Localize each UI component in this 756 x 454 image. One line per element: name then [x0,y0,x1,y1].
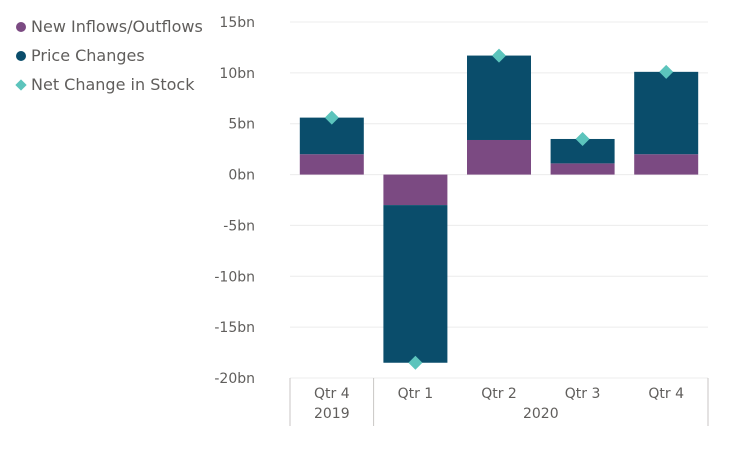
legend: New Inflows/Outflows Price Changes Net Cha… [15,12,203,99]
bar-new-inflows-outflows [299,154,364,175]
legend-item[interactable]: New Inflows/Outflows [16,12,203,41]
x-tick-label: Qtr 4 [314,386,350,402]
x-tick-label: Qtr 4 [648,386,684,402]
y-tick-label: 15bn [219,15,255,31]
x-tick-label: Qtr 3 [565,386,601,402]
y-tick-label: -5bn [223,218,255,234]
bar-new-inflows-outflows [467,139,531,175]
x-group-label: 2019 [314,406,350,422]
bar-price-changes [467,55,531,140]
marker-net-change [324,110,339,125]
bar-price-changes [634,71,699,155]
legend-label: New Inflows/Outflows [31,17,203,36]
y-tick-label: -20bn [214,371,255,387]
legend-label: Price Changes [31,46,145,65]
y-tick-label: -10bn [214,269,255,285]
bar-new-inflows-outflows [383,174,448,206]
bar-new-inflows-outflows [550,163,615,175]
legend-item[interactable]: Net Change in Stock [15,70,203,99]
y-tick-label: -15bn [214,320,255,336]
bar-new-inflows-outflows [634,154,699,175]
legend-diamond-icon [15,78,27,91]
y-tick-label: 10bn [219,66,255,82]
y-tick-label: 5bn [228,117,255,133]
x-tick-label: Qtr 2 [481,386,517,402]
legend-circle-icon [16,50,26,61]
bar-price-changes [383,205,448,363]
legend-item[interactable]: Price Changes [16,41,203,70]
x-group-label: 2020 [523,406,559,422]
marker-net-change [575,131,590,146]
x-tick-label: Qtr 1 [398,386,434,402]
legend-circle-icon [16,21,26,32]
legend-label: Net Change in Stock [31,75,195,94]
y-tick-label: 0bn [228,168,255,184]
marker-net-change [408,355,423,370]
marker-net-change [492,48,506,63]
marker-net-change [659,64,674,79]
